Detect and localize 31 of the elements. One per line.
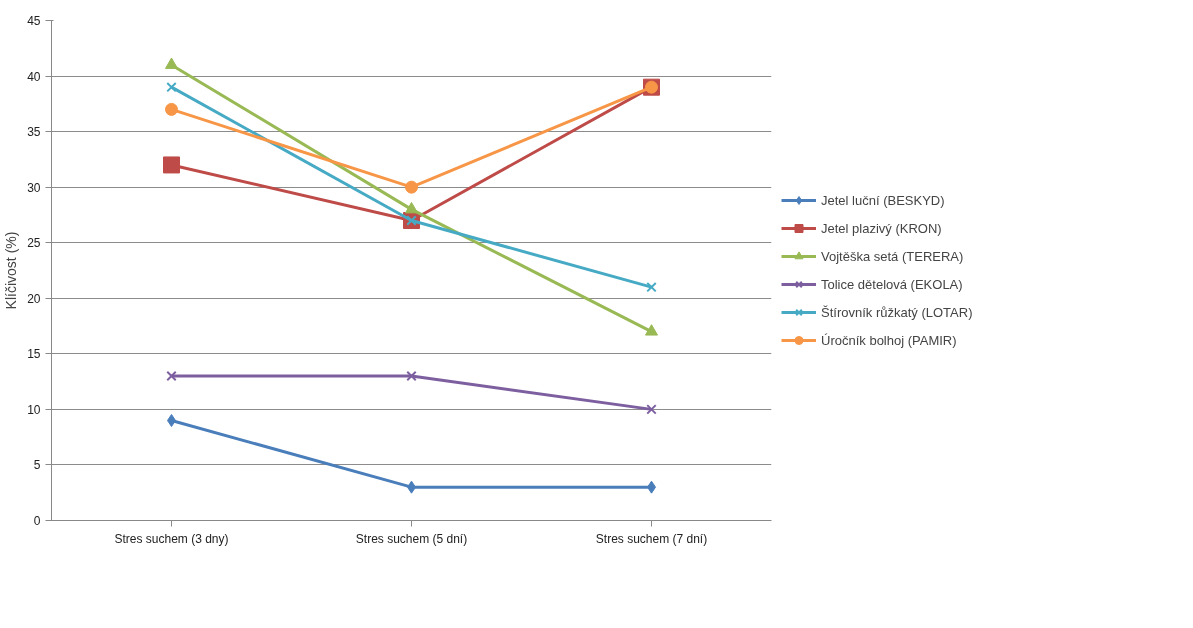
legend-label: Vojtěška setá (TERERA) <box>821 248 964 264</box>
legend-label: Úročník bolhoj (PAMIR) <box>821 332 957 348</box>
legend-label: Tolice dětelová (EKOLA) <box>821 276 963 292</box>
y-tick-label: 10 <box>27 402 41 417</box>
y-tick-label: 15 <box>27 347 41 362</box>
y-tick-label: 40 <box>27 69 41 84</box>
y-tick-label: 35 <box>27 125 41 140</box>
point <box>165 102 178 116</box>
y-axis-title: Klíčivost (%) <box>3 231 20 310</box>
point <box>406 370 417 382</box>
legend-label: Štírovník růžkatý (LOTAR) <box>821 304 973 320</box>
y-tick-label: 45 <box>27 14 41 28</box>
legend-label: Jetel plazivý (KRON) <box>821 220 942 236</box>
y-tick-label: 20 <box>27 291 41 306</box>
point <box>405 180 418 194</box>
point <box>163 156 180 174</box>
legend-label: Jetel luční (BESKYD) <box>821 192 945 208</box>
y-tick-label: 5 <box>33 458 41 473</box>
point <box>166 81 177 93</box>
x-tick-label: Stres suchem (7 dní) <box>595 531 708 546</box>
y-tick-label: 0 <box>33 514 41 528</box>
point <box>646 281 657 293</box>
x-tick-label: Stres suchem (5 dní) <box>355 531 468 546</box>
y-tick-label: 25 <box>27 236 41 251</box>
x-tick-label: Stres suchem (3 dny) <box>114 531 229 546</box>
point <box>646 404 657 415</box>
point <box>645 324 658 336</box>
point <box>405 201 418 214</box>
y-tick-label: 30 <box>27 180 41 195</box>
point <box>166 370 177 382</box>
point <box>165 57 178 69</box>
